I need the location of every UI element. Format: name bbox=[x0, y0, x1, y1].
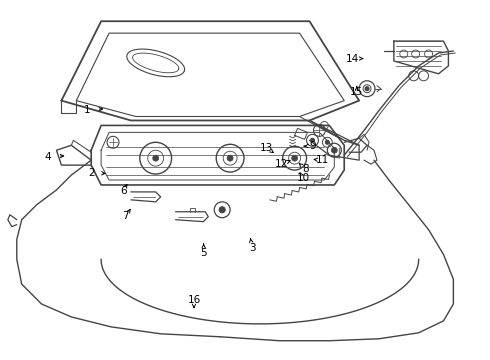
Text: 15: 15 bbox=[350, 87, 364, 98]
Text: 5: 5 bbox=[200, 248, 207, 258]
Circle shape bbox=[365, 87, 369, 91]
Text: 14: 14 bbox=[345, 54, 359, 64]
Text: 13: 13 bbox=[260, 143, 273, 153]
Circle shape bbox=[311, 138, 315, 142]
Text: 8: 8 bbox=[302, 164, 309, 174]
Circle shape bbox=[227, 155, 233, 161]
Text: 12: 12 bbox=[275, 159, 288, 169]
Circle shape bbox=[292, 155, 297, 161]
Text: 9: 9 bbox=[310, 141, 317, 151]
Circle shape bbox=[331, 147, 337, 153]
Text: 3: 3 bbox=[249, 243, 256, 253]
Text: 1: 1 bbox=[84, 105, 90, 115]
Circle shape bbox=[153, 155, 159, 161]
Text: 7: 7 bbox=[122, 211, 129, 221]
Text: 16: 16 bbox=[187, 295, 200, 305]
Text: 2: 2 bbox=[89, 168, 95, 178]
Text: 10: 10 bbox=[297, 173, 310, 183]
Circle shape bbox=[219, 207, 225, 213]
Text: 4: 4 bbox=[45, 152, 51, 162]
Circle shape bbox=[325, 140, 329, 144]
Text: 6: 6 bbox=[120, 186, 127, 196]
Text: 11: 11 bbox=[316, 156, 329, 165]
